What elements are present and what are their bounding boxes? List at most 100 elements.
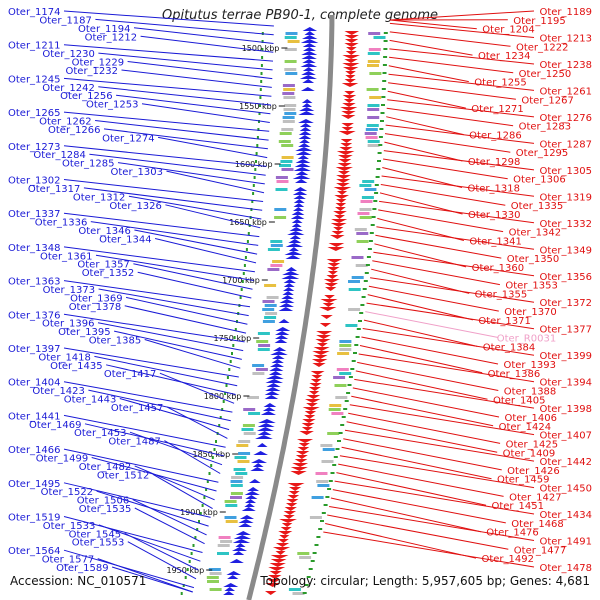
gene-label[interactable]: Oter_1274	[102, 133, 155, 144]
gene-label[interactable]: Oter_1376	[8, 310, 61, 321]
gene-label[interactable]: Oter_1212	[85, 32, 138, 43]
gene-label[interactable]: Oter_1386	[488, 369, 541, 380]
gene-label[interactable]: Oter_R0031	[497, 334, 556, 345]
gene-label[interactable]: Oter_1174	[8, 7, 61, 18]
gene-label[interactable]: Oter_1234	[478, 51, 531, 62]
gene-label[interactable]: Oter_1276	[539, 113, 592, 124]
gene-label[interactable]: Oter_1250	[519, 69, 572, 80]
gene-label[interactable]: Oter_1332	[539, 219, 592, 230]
gene-label[interactable]: Oter_1352	[82, 268, 135, 279]
gene-label[interactable]: Oter_1361	[40, 251, 93, 262]
gene-label[interactable]: Oter_1553	[72, 538, 125, 549]
gene-label[interactable]: Oter_1344	[99, 235, 152, 246]
gene-label[interactable]: Oter_1271	[471, 104, 524, 115]
gene-label[interactable]: Oter_1266	[48, 125, 101, 136]
gene-label[interactable]: Oter_1306	[513, 175, 566, 186]
gene-label[interactable]: Oter_1533	[43, 521, 96, 532]
gene-label[interactable]: Oter_1256	[60, 91, 113, 102]
gene-label[interactable]: Oter_1477	[514, 545, 567, 556]
gene-label[interactable]: Oter_1453	[74, 428, 127, 439]
gene-label[interactable]: Oter_1423	[32, 386, 85, 397]
gene-label[interactable]: Oter_1399	[539, 351, 592, 362]
gene-label[interactable]: Oter_1469	[29, 420, 82, 431]
gene-label[interactable]: Oter_1295	[516, 148, 569, 159]
gene-label[interactable]: Oter_1459	[497, 475, 550, 486]
gene-label[interactable]: Oter_1283	[519, 122, 572, 133]
gene-label[interactable]: Oter_1341	[469, 237, 522, 248]
gene-label[interactable]: Oter_1318	[467, 184, 520, 195]
gene-label[interactable]: Oter_1442	[539, 457, 592, 468]
gene-label[interactable]: Oter_1369	[70, 293, 123, 304]
gene-label[interactable]: Oter_1213	[539, 34, 592, 45]
gene-label[interactable]: Oter_1424	[499, 422, 552, 433]
gene-label[interactable]: Oter_1450	[539, 484, 592, 495]
gene-label[interactable]: Oter_1512	[97, 470, 150, 481]
gene-label[interactable]: Oter_1287	[539, 139, 592, 150]
gene-label[interactable]: Oter_1232	[66, 66, 119, 77]
gene-label[interactable]: Oter_1427	[509, 492, 562, 503]
gene-label[interactable]: Oter_1204	[482, 25, 535, 36]
gene-label[interactable]: Oter_1222	[516, 42, 569, 53]
gene-label[interactable]: Oter_1303	[111, 167, 164, 178]
gene-label[interactable]: Oter_1405	[493, 395, 546, 406]
gene-label[interactable]: Oter_1564	[8, 546, 61, 557]
gene-label[interactable]: Oter_1545	[69, 529, 122, 540]
gene-label[interactable]: Oter_1229	[72, 58, 125, 69]
gene-label[interactable]: Oter_1482	[79, 462, 132, 473]
gene-label[interactable]: Oter_1417	[104, 369, 157, 380]
gene-label[interactable]: Oter_1350	[507, 254, 560, 265]
gene-label[interactable]: Oter_1319	[539, 192, 592, 203]
gene-label[interactable]: Oter_1443	[64, 395, 117, 406]
gene-label[interactable]: Oter_1261	[539, 86, 592, 97]
gene-label[interactable]: Oter_1195	[513, 16, 566, 27]
gene-label[interactable]: Oter_1397	[8, 344, 61, 355]
gene-label[interactable]: Oter_1499	[36, 454, 89, 465]
gene-label[interactable]: Oter_1468	[511, 519, 564, 530]
gene-label[interactable]: Oter_1284	[33, 150, 86, 161]
gene-label[interactable]: Oter_1346	[78, 226, 131, 237]
gene-label[interactable]: Oter_1317	[28, 184, 81, 195]
gene-label[interactable]: Oter_1265	[8, 108, 61, 119]
gene-label[interactable]: Oter_1466	[8, 445, 61, 456]
gene-label[interactable]: Oter_1577	[42, 555, 95, 566]
gene-label[interactable]: Oter_1273	[8, 142, 61, 153]
gene-label[interactable]: Oter_1409	[503, 448, 556, 459]
gene-label[interactable]: Oter_1404	[8, 378, 61, 389]
gene-label[interactable]: Oter_1363	[8, 277, 61, 288]
gene-label[interactable]: Oter_1370	[504, 307, 557, 318]
gene-label[interactable]: Oter_1476	[486, 528, 539, 539]
gene-label[interactable]: Oter_1245	[8, 74, 61, 85]
gene-label[interactable]: Oter_1242	[42, 83, 95, 94]
gene-label[interactable]: Oter_1506	[77, 496, 130, 507]
gene-label[interactable]: Oter_1342	[509, 228, 562, 239]
gene-label[interactable]: Oter_1371	[478, 316, 531, 327]
gene-label[interactable]: Oter_1491	[539, 537, 592, 548]
gene-label[interactable]: Oter_1187	[39, 15, 92, 26]
gene-label[interactable]: Oter_1330	[468, 210, 521, 221]
gene-label[interactable]: Oter_1406	[504, 413, 557, 424]
gene-label[interactable]: Oter_1478	[539, 563, 592, 574]
gene-label[interactable]: Oter_1211	[8, 41, 61, 52]
gene-label[interactable]: Oter_1519	[8, 513, 61, 524]
gene-label[interactable]: Oter_1492	[481, 554, 534, 565]
gene-label[interactable]: Oter_1535	[79, 504, 132, 515]
gene-label[interactable]: Oter_1395	[58, 327, 111, 338]
gene-label[interactable]: Oter_1238	[539, 60, 592, 71]
gene-label[interactable]: Oter_1425	[506, 439, 559, 450]
gene-label[interactable]: Oter_1357	[77, 260, 130, 271]
gene-label[interactable]: Oter_1434	[539, 510, 592, 521]
gene-label[interactable]: Oter_1385	[89, 336, 142, 347]
gene-label[interactable]: Oter_1326	[109, 201, 162, 212]
gene-label[interactable]: Oter_1418	[38, 352, 91, 363]
gene-label[interactable]: Oter_1435	[50, 361, 103, 372]
gene-label[interactable]: Oter_1396	[42, 319, 95, 330]
gene-label[interactable]: Oter_1353	[505, 281, 558, 292]
gene-label[interactable]: Oter_1286	[469, 131, 522, 142]
gene-label[interactable]: Oter_1267	[521, 95, 574, 106]
gene-label[interactable]: Oter_1394	[539, 378, 592, 389]
gene-label[interactable]: Oter_1302	[8, 176, 61, 187]
gene-label[interactable]: Oter_1335	[511, 201, 564, 212]
gene-label[interactable]: Oter_1589	[56, 563, 109, 574]
gene-label[interactable]: Oter_1495	[8, 479, 61, 490]
gene-label[interactable]: Oter_1355	[475, 289, 528, 300]
